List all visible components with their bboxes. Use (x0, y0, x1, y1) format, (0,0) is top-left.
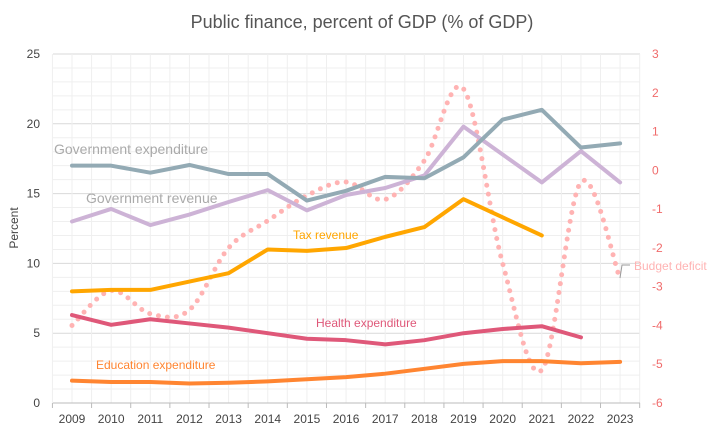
y-tick-label: 25 (27, 47, 41, 61)
y-tick-label: 10 (27, 256, 41, 270)
x-tick-label: 2021 (528, 412, 555, 426)
y2-tick-label: -1 (652, 202, 663, 216)
y2-tick-label: -6 (652, 396, 663, 410)
y2-tick-label: 0 (652, 163, 659, 177)
y2-tick-label: -3 (652, 280, 663, 294)
x-tick-label: 2023 (607, 412, 634, 426)
y-tick-label: 5 (33, 326, 40, 340)
x-tick-label: 2010 (98, 412, 125, 426)
x-tick-label: 2022 (568, 412, 595, 426)
y-tick-label: 15 (27, 187, 41, 201)
y2-tick-label: 2 (652, 86, 659, 100)
x-tick-label: 2016 (333, 412, 360, 426)
x-tick-label: 2012 (176, 412, 203, 426)
series-label: Health expenditure (316, 316, 417, 330)
series-line-government-revenue (70, 124, 623, 228)
x-tick-label: 2018 (411, 412, 438, 426)
y2-tick-label: -5 (652, 357, 663, 371)
y2-tick-label: -2 (652, 241, 663, 255)
x-tick-label: 2009 (59, 412, 86, 426)
x-tick-label: 2014 (254, 412, 281, 426)
series-line-health-expenditure (70, 313, 583, 347)
x-tick-label: 2019 (450, 412, 477, 426)
series-line-education-expenditure (70, 359, 623, 386)
x-tick-label: 2011 (137, 412, 163, 426)
series-lines (69, 83, 623, 386)
y-tick-label: 0 (33, 396, 40, 410)
series-line-tax-revenue (70, 197, 544, 294)
y2-tick-label: 3 (652, 47, 659, 61)
gridlines (51, 53, 641, 404)
series-line-government-expenditure (70, 107, 623, 203)
x-tick-label: 2015 (294, 412, 321, 426)
y2-tick-label: 1 (652, 125, 659, 139)
series-label: Education expenditure (96, 358, 216, 372)
series-label: Government expenditure (54, 141, 208, 157)
axis-ticks: 0 5 10 15 20 25 -6 -5 -4 -3 -2 -1 0 1 2 3 2009 2010 2011 20… (27, 47, 663, 426)
y-tick-label: 20 (27, 117, 41, 131)
x-tick-label: 2017 (372, 412, 399, 426)
x-tick-label: 2020 (489, 412, 516, 426)
x-tick-label: 2013 (215, 412, 242, 426)
y2-tick-label: -4 (652, 318, 663, 332)
chart-title: Public finance, percent of GDP (% of GDP… (191, 12, 534, 32)
series-label: Budget deficit (634, 259, 707, 273)
series-label: Government revenue (86, 190, 218, 206)
series-line-budget-deficit (69, 83, 623, 375)
y-axis-label: Percent (7, 207, 21, 249)
budget-deficit-leader-line (619, 264, 630, 279)
series-label: Tax revenue (293, 228, 359, 242)
series-labels: Government expenditure Government revenue… (54, 141, 707, 372)
